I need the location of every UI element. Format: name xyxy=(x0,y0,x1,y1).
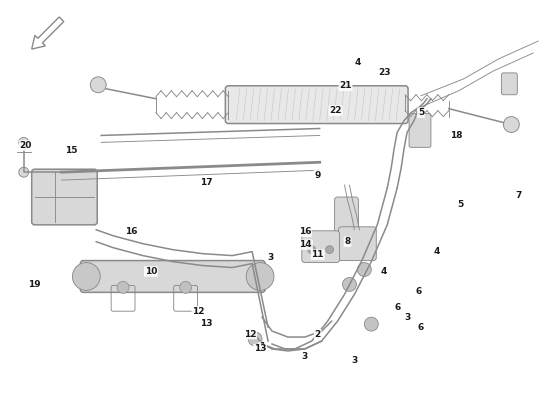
Circle shape xyxy=(180,282,191,293)
FancyBboxPatch shape xyxy=(32,169,97,225)
Text: 3: 3 xyxy=(404,313,410,322)
Circle shape xyxy=(308,246,316,254)
Text: 23: 23 xyxy=(378,68,390,77)
FancyBboxPatch shape xyxy=(302,231,339,262)
Text: 16: 16 xyxy=(125,227,138,236)
FancyBboxPatch shape xyxy=(339,227,376,260)
Text: 1: 1 xyxy=(259,342,265,352)
Text: 4: 4 xyxy=(381,267,387,276)
Text: 4: 4 xyxy=(434,247,440,256)
Text: 5: 5 xyxy=(458,200,464,210)
Circle shape xyxy=(326,246,334,254)
Text: 18: 18 xyxy=(450,131,463,140)
FancyBboxPatch shape xyxy=(502,73,518,95)
Text: 4: 4 xyxy=(354,58,361,68)
Text: 16: 16 xyxy=(299,227,311,236)
Text: 15: 15 xyxy=(65,146,78,155)
Circle shape xyxy=(248,332,262,346)
Text: 12: 12 xyxy=(244,330,256,338)
FancyBboxPatch shape xyxy=(334,197,359,248)
Text: 6: 6 xyxy=(394,303,400,312)
Text: 3: 3 xyxy=(267,253,273,262)
Text: 9: 9 xyxy=(315,171,321,180)
Text: 6: 6 xyxy=(416,287,422,296)
Circle shape xyxy=(343,278,356,291)
Circle shape xyxy=(19,138,29,147)
Text: 22: 22 xyxy=(329,106,342,115)
Text: 19: 19 xyxy=(29,280,41,289)
Text: 6: 6 xyxy=(418,323,424,332)
Text: 13: 13 xyxy=(254,344,266,354)
Text: 8: 8 xyxy=(344,237,350,246)
Text: 13: 13 xyxy=(200,319,213,328)
Text: 3: 3 xyxy=(301,352,308,362)
Text: 20: 20 xyxy=(20,141,32,150)
Circle shape xyxy=(246,262,274,290)
Text: 7: 7 xyxy=(515,190,521,200)
Circle shape xyxy=(364,317,378,331)
Circle shape xyxy=(19,167,29,177)
Circle shape xyxy=(503,116,519,132)
Text: 14: 14 xyxy=(299,240,312,249)
Circle shape xyxy=(90,77,106,93)
Text: 17: 17 xyxy=(200,178,213,187)
Circle shape xyxy=(358,262,371,276)
Text: 12: 12 xyxy=(192,307,205,316)
Text: 3: 3 xyxy=(351,356,358,365)
Circle shape xyxy=(117,282,129,293)
Text: 5: 5 xyxy=(418,108,424,117)
Text: 10: 10 xyxy=(145,267,157,276)
Text: 11: 11 xyxy=(311,250,324,259)
Circle shape xyxy=(73,262,100,290)
FancyBboxPatch shape xyxy=(226,86,408,124)
FancyBboxPatch shape xyxy=(409,114,431,147)
Text: 21: 21 xyxy=(339,81,352,90)
FancyBboxPatch shape xyxy=(80,260,265,292)
Text: 2: 2 xyxy=(315,330,321,338)
